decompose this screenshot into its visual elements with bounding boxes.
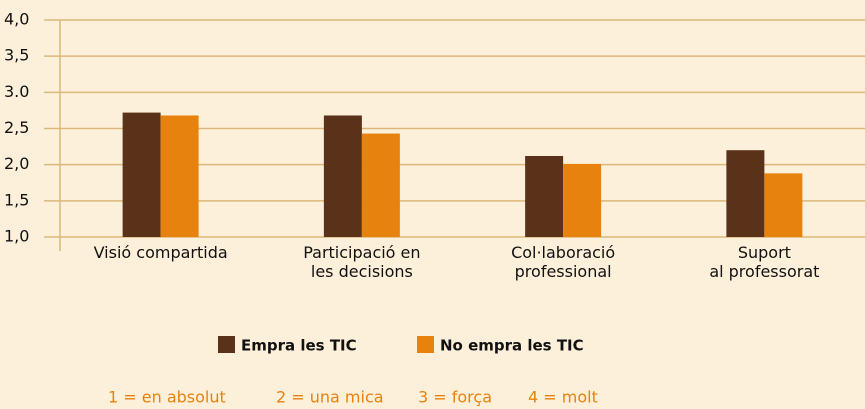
legend-label: No empra les TIC: [440, 337, 584, 355]
legend-swatch: [218, 336, 235, 353]
y-tick-label: 1,0: [4, 227, 29, 246]
scale-note: 1 = en absolut: [108, 388, 226, 407]
legend-swatch: [417, 336, 434, 353]
scale-note: 4 = molt: [528, 388, 598, 407]
y-tick-label: 4,0: [4, 10, 29, 29]
y-tick-label: 3,5: [4, 46, 29, 65]
y-tick-label: 3.0: [4, 82, 29, 101]
bar: [361, 133, 400, 237]
bar: [764, 173, 803, 237]
x-tick-label: Participació en les decisions: [303, 243, 421, 281]
bar: [323, 115, 362, 237]
y-tick-label: 1,5: [4, 190, 29, 209]
scale-note: 2 = una mica: [276, 388, 384, 407]
bar: [726, 150, 765, 237]
y-tick-label: 2,0: [4, 154, 29, 173]
x-tick-label: Suport al professorat: [709, 243, 820, 281]
legend-label: Empra les TIC: [241, 337, 357, 355]
bar: [563, 163, 602, 237]
x-tick-label: Col·laboració professional: [511, 243, 616, 281]
bar: [525, 155, 564, 237]
bar: [160, 115, 199, 237]
y-tick-label: 2,5: [4, 118, 29, 137]
scale-note: 3 = força: [418, 388, 492, 407]
bar: [122, 112, 161, 237]
x-tick-label: Visió compartida: [93, 243, 228, 262]
